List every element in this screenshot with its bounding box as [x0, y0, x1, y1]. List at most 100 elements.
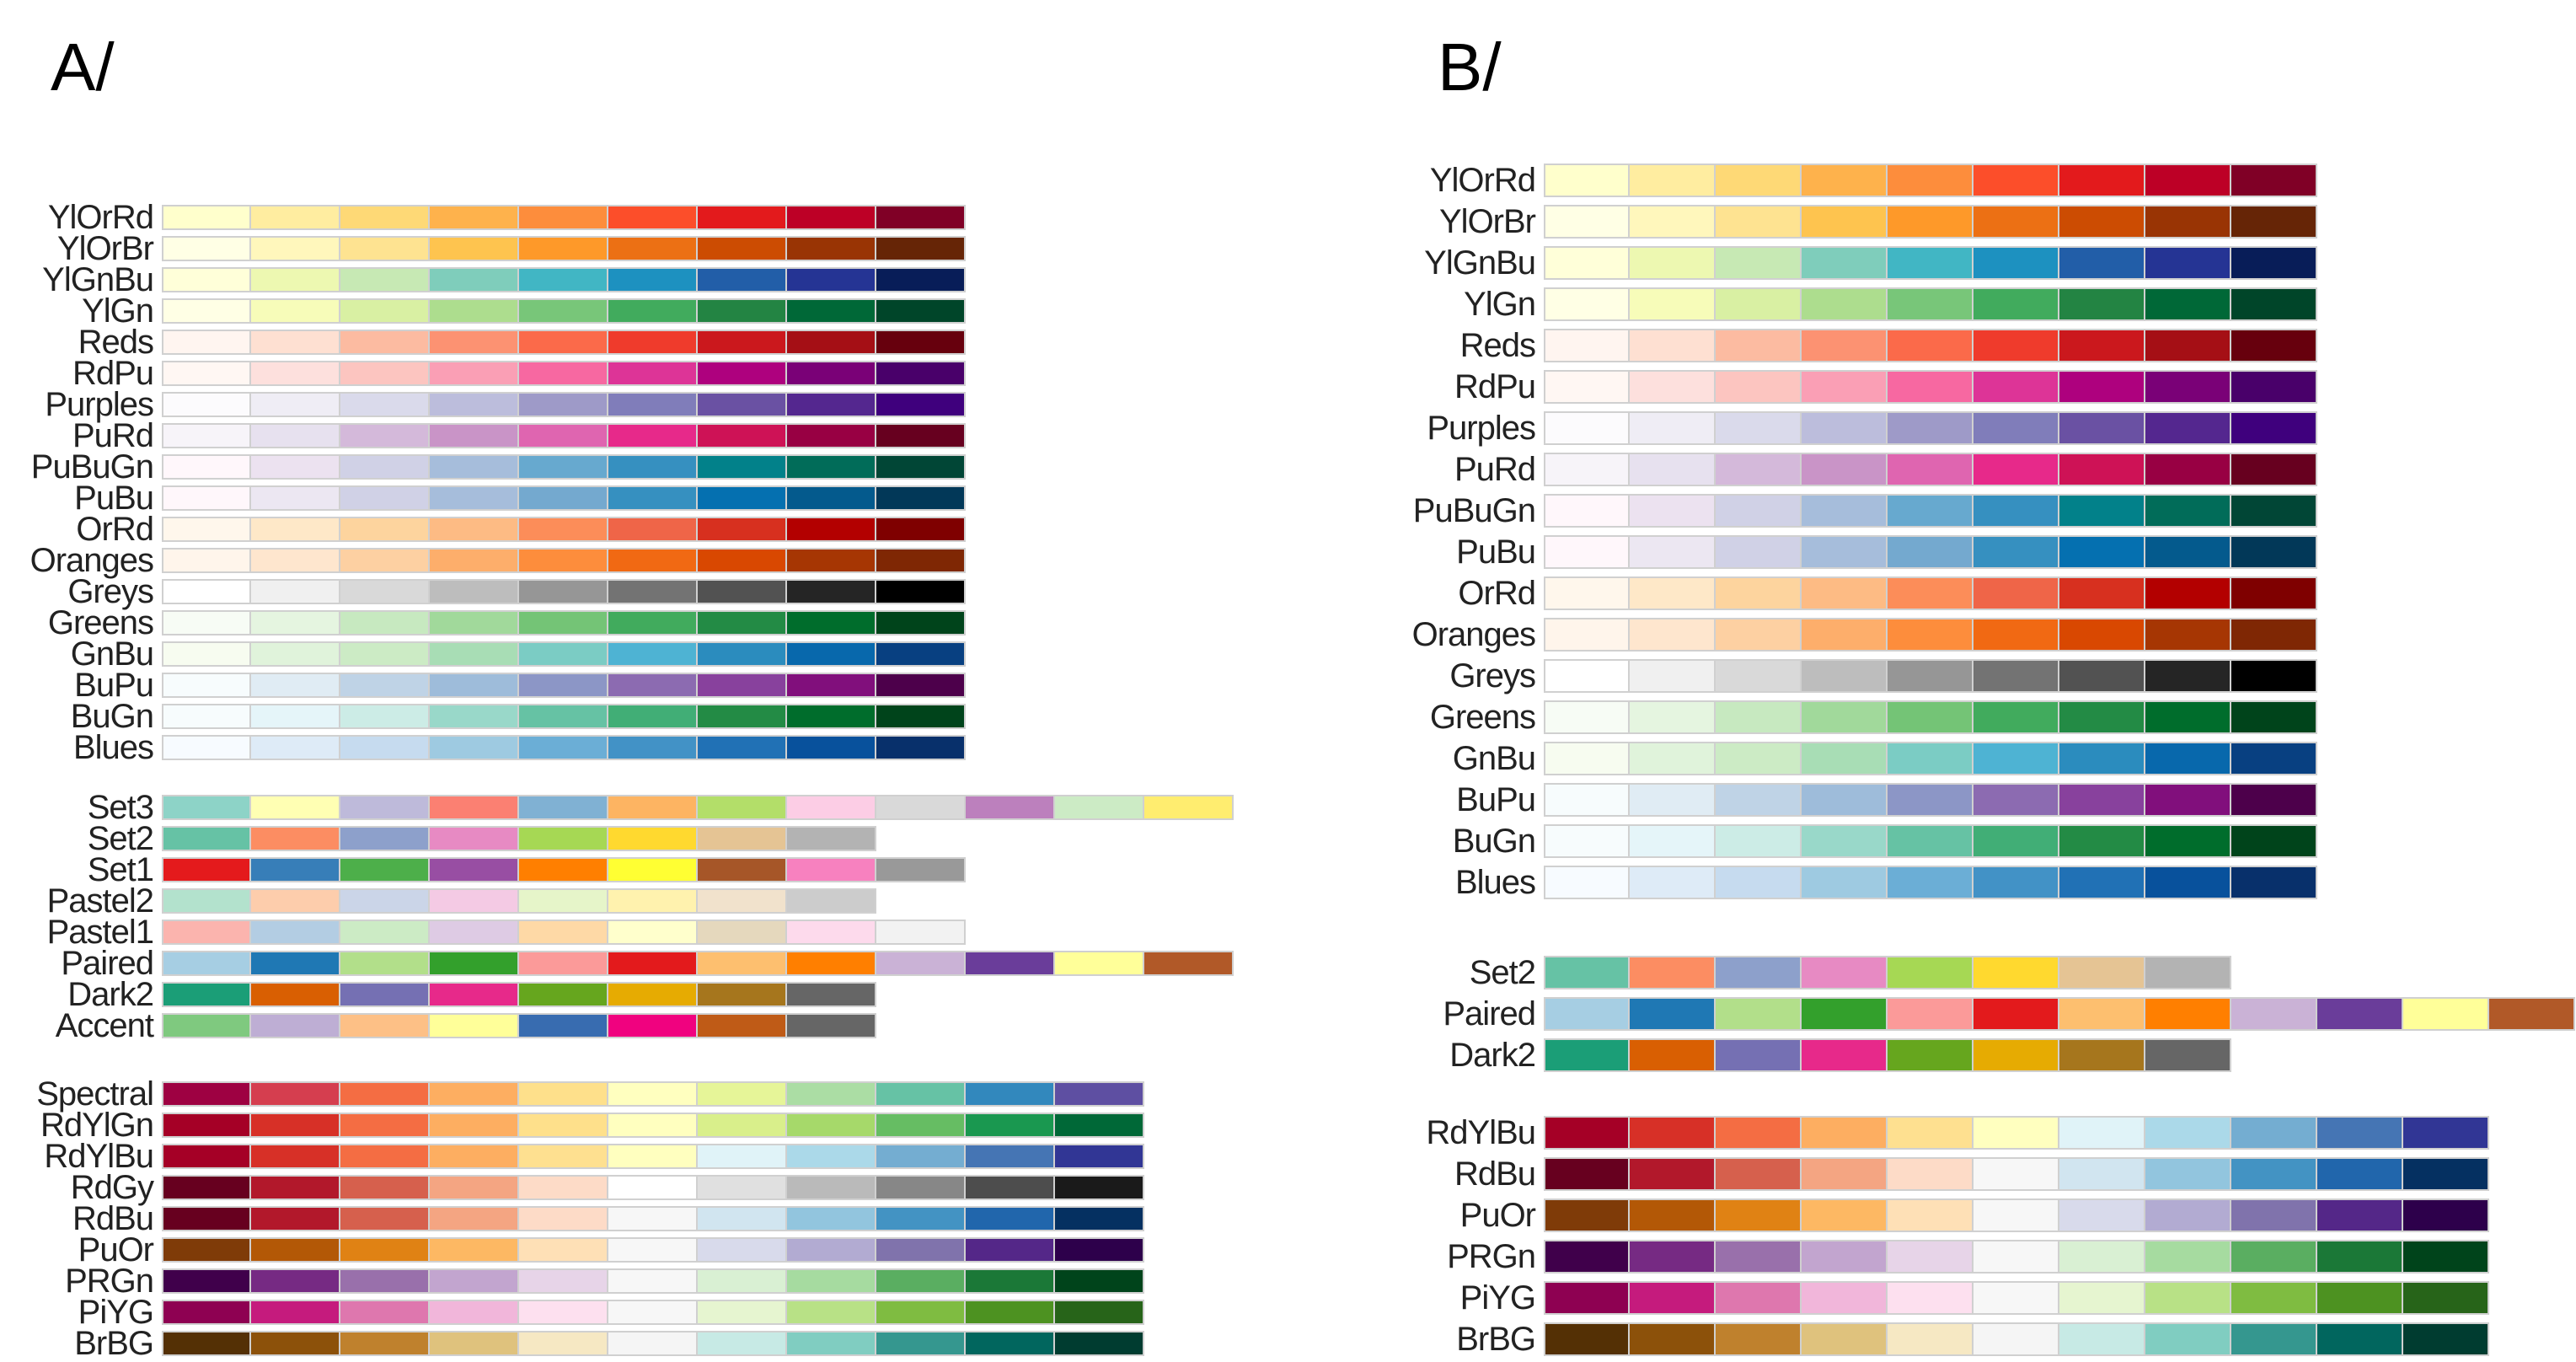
color-swatch: [1802, 205, 1888, 239]
color-swatch: [1716, 618, 1802, 652]
color-swatch: [430, 1144, 519, 1169]
palette-swatches: [162, 610, 966, 635]
color-swatch: [1716, 783, 1802, 817]
color-swatch: [787, 1013, 876, 1038]
color-swatch: [1144, 951, 1234, 976]
color-swatch: [787, 1206, 876, 1231]
color-swatch: [608, 485, 698, 511]
palette-row-pubu: PuBu: [1315, 532, 2317, 572]
color-swatch: [1544, 618, 1630, 652]
color-swatch: [698, 951, 787, 976]
color-swatch: [2317, 1322, 2403, 1356]
color-swatch: [1544, 535, 1630, 569]
color-swatch: [1888, 1157, 1974, 1191]
color-swatch: [340, 361, 430, 386]
color-swatch: [1544, 1281, 1630, 1315]
color-swatch: [787, 236, 876, 261]
color-swatch: [251, 704, 340, 729]
color-swatch: [519, 1144, 608, 1169]
color-swatch: [698, 1237, 787, 1263]
color-swatch: [698, 673, 787, 698]
color-swatch: [162, 236, 251, 261]
color-swatch: [698, 1300, 787, 1325]
color-swatch: [2059, 659, 2145, 693]
color-swatch: [608, 361, 698, 386]
color-swatch: [430, 920, 519, 945]
color-swatch: [1716, 453, 1802, 486]
color-swatch: [251, 1013, 340, 1038]
palette-name: Greens: [47, 604, 154, 641]
color-swatch: [966, 1206, 1055, 1231]
palette-swatches: [1544, 287, 2317, 321]
color-swatch: [430, 1300, 519, 1325]
color-swatch: [1974, 494, 2059, 528]
color-swatch: [876, 236, 966, 261]
color-swatch: [2403, 997, 2489, 1031]
color-swatch: [162, 267, 251, 292]
palette-row-bupu: BuPu: [0, 668, 966, 702]
color-swatch: [519, 920, 608, 945]
color-swatch: [1888, 411, 1974, 445]
color-swatch: [2231, 287, 2317, 321]
palette-name: Accent: [55, 1007, 154, 1044]
color-swatch: [1630, 494, 1716, 528]
color-swatch: [519, 579, 608, 604]
color-swatch: [1055, 1081, 1144, 1107]
color-swatch: [251, 610, 340, 635]
color-swatch: [876, 298, 966, 324]
color-swatch: [1716, 997, 1802, 1031]
color-swatch: [1716, 1157, 1802, 1191]
color-swatch: [966, 795, 1055, 820]
color-swatch: [608, 1175, 698, 1200]
color-swatch: [1802, 494, 1888, 528]
color-swatch: [876, 392, 966, 417]
palette-row-purples: Purples: [0, 388, 966, 421]
color-swatch: [698, 298, 787, 324]
color-swatch: [876, 735, 966, 760]
color-swatch: [2231, 329, 2317, 362]
color-swatch: [787, 920, 876, 945]
color-swatch: [1716, 866, 1802, 899]
color-swatch: [787, 454, 876, 480]
color-swatch: [430, 1206, 519, 1231]
color-swatch: [430, 517, 519, 542]
palette-name: PuOr: [1459, 1197, 1536, 1234]
color-swatch: [162, 361, 251, 386]
palette-row-oranges: Oranges: [0, 544, 966, 577]
color-swatch: [1716, 1038, 1802, 1072]
color-swatch: [2231, 576, 2317, 610]
color-swatch: [2145, 453, 2231, 486]
color-swatch: [430, 579, 519, 604]
palette-row-ylorrd: YlOrRd: [1315, 160, 2317, 201]
color-swatch: [1888, 1240, 1974, 1274]
color-swatch: [162, 1268, 251, 1294]
color-swatch: [1802, 1240, 1888, 1274]
color-swatch: [2403, 1157, 2489, 1191]
color-swatch: [519, 1237, 608, 1263]
color-swatch: [608, 579, 698, 604]
palette-name: PuRd: [72, 417, 154, 454]
palette-name: Paired: [61, 945, 154, 982]
color-swatch: [1544, 997, 1630, 1031]
palette-swatches: [1544, 494, 2317, 528]
color-swatch: [2145, 370, 2231, 404]
color-swatch: [2145, 329, 2231, 362]
color-swatch: [876, 267, 966, 292]
color-swatch: [1544, 370, 1630, 404]
color-swatch: [1630, 329, 1716, 362]
palette-row-rdbu: RdBu: [1315, 1154, 2489, 1194]
color-swatch: [1630, 1038, 1716, 1072]
color-swatch: [1974, 411, 2059, 445]
color-swatch: [876, 610, 966, 635]
palette-name: Greys: [1449, 657, 1536, 694]
palette-row-ylgn: YlGn: [1315, 284, 2317, 324]
palette-name: BrBG: [1456, 1321, 1536, 1358]
color-swatch: [430, 735, 519, 760]
palette-swatches: [162, 361, 966, 386]
color-swatch: [608, 641, 698, 667]
color-swatch: [2145, 1157, 2231, 1191]
color-swatch: [787, 548, 876, 573]
color-swatch: [162, 982, 251, 1007]
color-swatch: [251, 579, 340, 604]
color-swatch: [787, 205, 876, 230]
